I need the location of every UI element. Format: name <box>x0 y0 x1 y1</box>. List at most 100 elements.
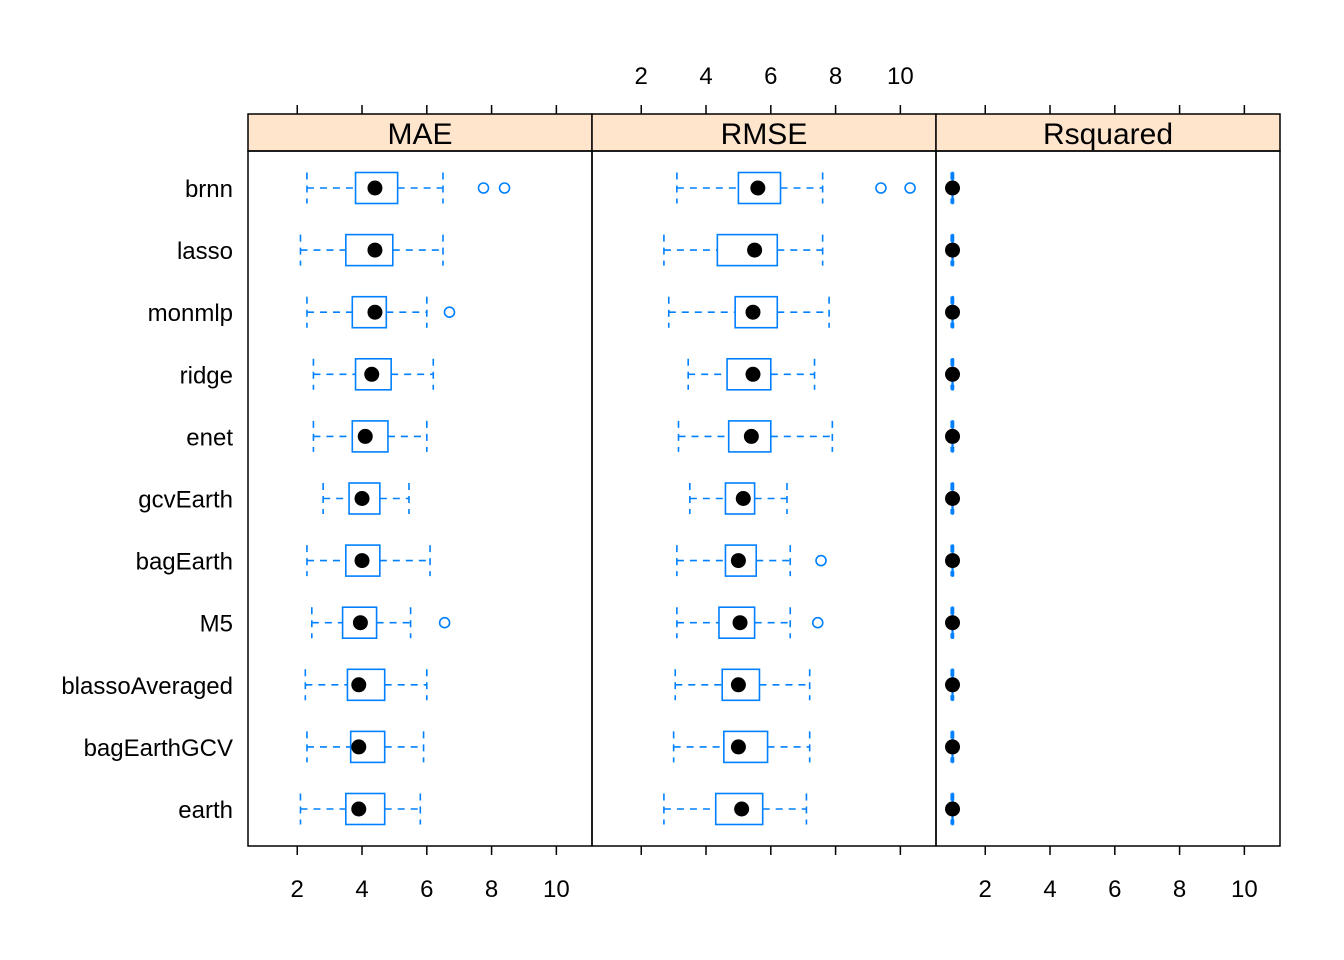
box-bagEarthGCV <box>306 730 425 764</box>
panel-mae: MAE 2 4 6 8 10 <box>247 105 593 903</box>
outlier-point <box>477 182 490 194</box>
iqr-box <box>345 233 394 267</box>
strip-background <box>247 113 593 152</box>
iqr-box <box>724 482 756 515</box>
median-dot <box>364 366 380 382</box>
iqr-box <box>348 482 381 515</box>
category-label: lasso <box>177 238 233 265</box>
iqr-box <box>716 233 779 267</box>
x-tick-label: 10 <box>887 63 914 90</box>
iqr-box <box>354 171 399 205</box>
median-dot <box>351 739 367 755</box>
median-dot <box>945 801 961 817</box>
box-lasso <box>663 233 824 267</box>
box-lasso <box>299 233 444 267</box>
panel-frame <box>247 150 593 847</box>
median-dot <box>735 491 751 506</box>
outlier-point <box>438 616 451 629</box>
median-dot <box>732 615 748 631</box>
iqr-box <box>727 420 772 453</box>
box-gcvEarth <box>322 482 410 515</box>
iqr-box <box>718 606 756 640</box>
x-tick-label: 4 <box>699 63 712 90</box>
median-dot <box>945 428 961 444</box>
iqr-box <box>723 730 769 764</box>
category-label: M5 <box>200 611 233 638</box>
median-dot <box>354 553 370 569</box>
box-blassoAveraged <box>945 668 961 702</box>
box-earth <box>299 792 422 826</box>
x-tick-label: 6 <box>764 63 777 90</box>
iqr-box <box>724 544 758 577</box>
panel-frame <box>591 150 937 847</box>
strip-label: RMSE <box>721 118 808 151</box>
box-M5 <box>311 606 451 640</box>
box-earth <box>945 792 961 826</box>
iqr-box <box>349 730 386 764</box>
category-label: enet <box>186 424 233 451</box>
x-tick-label: 10 <box>1231 876 1258 903</box>
category-label: monmlp <box>148 300 233 327</box>
median-dot <box>945 739 961 755</box>
box-brnn <box>306 171 511 205</box>
median-dot <box>367 242 383 258</box>
box-lasso <box>945 233 961 267</box>
outlier-point <box>811 616 824 629</box>
panel-rmse: RMSE 2 4 6 8 10 <box>591 63 937 855</box>
median-dot <box>945 180 961 196</box>
category-label: earth <box>178 797 233 824</box>
box-bagEarth <box>306 544 431 577</box>
iqr-box <box>354 357 392 391</box>
median-dot <box>730 553 746 569</box>
x-tick-label: 2 <box>635 63 648 90</box>
median-dot <box>945 366 961 382</box>
median-dot <box>352 615 368 631</box>
box-monmlp <box>945 295 961 329</box>
median-dot <box>945 304 961 320</box>
median-dot <box>367 304 383 320</box>
iqr-box <box>351 295 388 329</box>
median-dot <box>743 428 759 444</box>
x-tick-label: 2 <box>291 876 304 903</box>
median-dot <box>357 428 373 444</box>
outlier-point <box>904 182 916 194</box>
outlier-point <box>875 182 887 194</box>
median-dot <box>745 366 761 382</box>
box-blassoAveraged <box>674 668 811 702</box>
x-tick-label: 6 <box>420 876 433 903</box>
x-tick-label: 10 <box>543 876 570 903</box>
median-dot <box>354 491 370 506</box>
iqr-box <box>734 295 779 329</box>
median-dot <box>747 242 763 258</box>
median-dot <box>945 615 961 631</box>
median-dot <box>730 677 746 693</box>
x-tick-label: 2 <box>979 876 992 903</box>
box-ridge <box>945 357 961 391</box>
median-dot <box>730 739 746 755</box>
box-bagEarth <box>676 544 827 577</box>
median-dot <box>945 553 961 569</box>
panel-rsquared: Rsquared 2 4 6 8 10 <box>935 105 1281 903</box>
box-bagEarth <box>945 544 961 577</box>
box-earth <box>663 792 808 826</box>
x-tick-label: 6 <box>1108 876 1121 903</box>
outlier-point <box>443 306 456 319</box>
iqr-box <box>346 668 386 702</box>
category-label: gcvEarth <box>138 487 233 514</box>
category-label: blassoAveraged <box>61 673 233 700</box>
box-gcvEarth <box>689 482 788 515</box>
box-blassoAveraged <box>304 668 428 702</box>
iqr-box <box>345 792 386 826</box>
box-enet <box>945 420 961 453</box>
x-tick-label: 8 <box>829 63 842 90</box>
box-M5 <box>676 606 824 640</box>
box-monmlp <box>667 295 830 329</box>
box-ridge <box>687 357 816 391</box>
box-brnn <box>945 171 961 205</box>
box-bagEarthGCV <box>945 730 961 764</box>
iqr-box <box>714 792 764 826</box>
iqr-box <box>726 357 772 391</box>
box-gcvEarth <box>945 482 961 515</box>
iqr-box <box>351 420 389 453</box>
